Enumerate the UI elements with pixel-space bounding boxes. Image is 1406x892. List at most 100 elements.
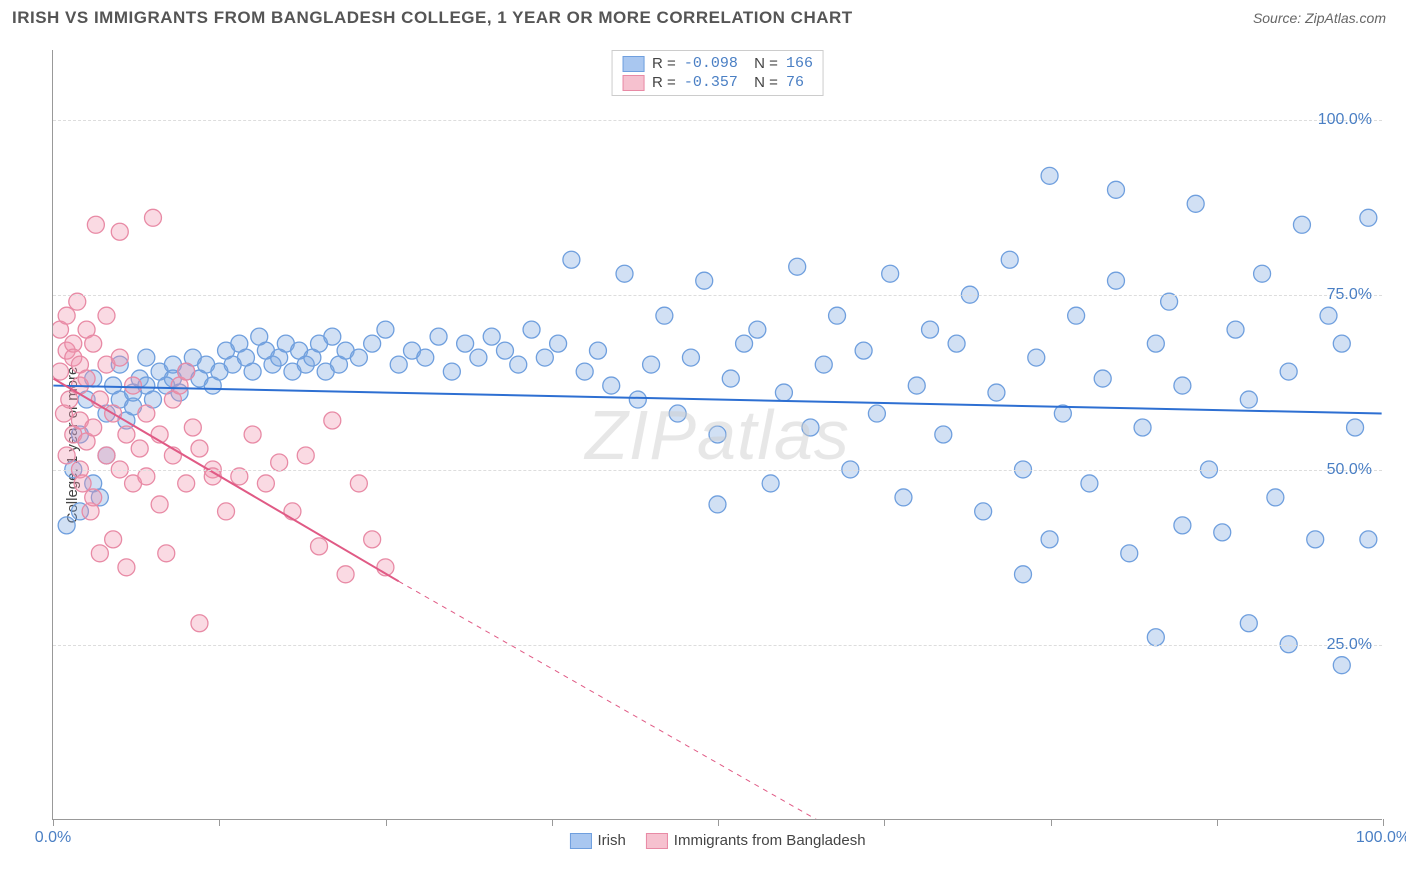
scatter-point <box>61 391 78 408</box>
r-value: -0.098 <box>684 55 738 72</box>
scatter-point <box>74 475 91 492</box>
scatter-point <box>1360 531 1377 548</box>
scatter-point <box>144 391 161 408</box>
scatter-point <box>118 412 135 429</box>
scatter-point <box>111 391 128 408</box>
scatter-point <box>82 503 99 520</box>
chart-title: IRISH VS IMMIGRANTS FROM BANGLADESH COLL… <box>12 8 853 28</box>
scatter-point <box>277 335 294 352</box>
scatter-point <box>105 405 122 422</box>
scatter-point <box>1320 307 1337 324</box>
scatter-point <box>1147 629 1164 646</box>
scatter-point <box>629 391 646 408</box>
scatter-point <box>53 363 68 380</box>
scatter-point <box>85 370 102 387</box>
scatter-point <box>151 363 168 380</box>
scatter-point <box>138 405 155 422</box>
x-tick-label: 100.0% <box>1356 829 1406 847</box>
grid-line <box>53 470 1382 471</box>
scatter-point <box>470 349 487 366</box>
scatter-point <box>1240 391 1257 408</box>
scatter-point <box>191 440 208 457</box>
scatter-point <box>87 216 104 233</box>
scatter-point <box>404 342 421 359</box>
scatter-point <box>922 321 939 338</box>
y-tick-label: 75.0% <box>1327 286 1372 304</box>
scatter-point <box>131 440 148 457</box>
r-label: R = <box>652 55 676 72</box>
scatter-point <box>85 475 102 492</box>
scatter-point <box>337 342 354 359</box>
scatter-point <box>1214 524 1231 541</box>
n-label: N = <box>746 55 778 72</box>
scatter-point <box>85 489 102 506</box>
x-tick <box>386 819 387 826</box>
scatter-point <box>1107 181 1124 198</box>
scatter-point <box>1094 370 1111 387</box>
scatter-point <box>709 496 726 513</box>
scatter-point <box>656 307 673 324</box>
scatter-point <box>1360 209 1377 226</box>
scatter-point <box>1121 545 1138 562</box>
plot-area: R = -0.098 N = 166 R = -0.357 N = 76 ZIP… <box>52 50 1382 820</box>
x-tick <box>552 819 553 826</box>
scatter-point <box>91 545 108 562</box>
scatter-point <box>71 426 88 443</box>
scatter-point <box>430 328 447 345</box>
scatter-point <box>1015 566 1032 583</box>
scatter-point <box>1001 251 1018 268</box>
trend-line-extrapolated <box>399 581 877 819</box>
scatter-point <box>65 335 82 352</box>
scatter-point <box>164 370 181 387</box>
scatter-point <box>257 342 274 359</box>
scatter-point <box>589 342 606 359</box>
scatter-point <box>908 377 925 394</box>
scatter-point <box>1254 265 1271 282</box>
y-tick-label: 25.0% <box>1327 636 1372 654</box>
scatter-point <box>483 328 500 345</box>
grid-line <box>53 645 1382 646</box>
watermark: ZIPatlas <box>585 395 850 475</box>
scatter-point <box>563 251 580 268</box>
scatter-point <box>171 377 188 394</box>
scatter-point <box>257 475 274 492</box>
scatter-point <box>111 223 128 240</box>
scatter-point <box>251 328 268 345</box>
scatter-point <box>91 489 108 506</box>
scatter-point <box>1293 216 1310 233</box>
scatter-point <box>105 531 122 548</box>
scatter-point <box>297 447 314 464</box>
series-swatch-bangladesh <box>622 75 644 91</box>
scatter-point <box>1147 335 1164 352</box>
scatter-point <box>1041 531 1058 548</box>
scatter-point <box>138 377 155 394</box>
scatter-point <box>118 559 135 576</box>
grid-line <box>53 120 1382 121</box>
scatter-point <box>138 349 155 366</box>
scatter-point <box>105 377 122 394</box>
scatter-point <box>244 426 261 443</box>
scatter-point <box>291 342 308 359</box>
scatter-point <box>1280 363 1297 380</box>
scatter-point <box>1174 377 1191 394</box>
scatter-point <box>98 307 115 324</box>
scatter-point <box>311 538 328 555</box>
scatter-point <box>158 545 175 562</box>
scatter-point <box>297 356 314 373</box>
scatter-point <box>603 377 620 394</box>
scatter-point <box>171 384 188 401</box>
scatter-point <box>1240 615 1257 632</box>
scatter-point <box>71 503 88 520</box>
scatter-point <box>271 349 288 366</box>
scatter-point <box>218 342 235 359</box>
scatter-point <box>975 503 992 520</box>
scatter-point <box>118 426 135 443</box>
scatter-point <box>815 356 832 373</box>
scatter-point <box>988 384 1005 401</box>
scatter-point <box>536 349 553 366</box>
x-tick <box>53 819 54 826</box>
scatter-point <box>1041 167 1058 184</box>
scatter-point <box>271 454 288 471</box>
scatter-point <box>304 349 321 366</box>
trend-line <box>53 386 1381 414</box>
